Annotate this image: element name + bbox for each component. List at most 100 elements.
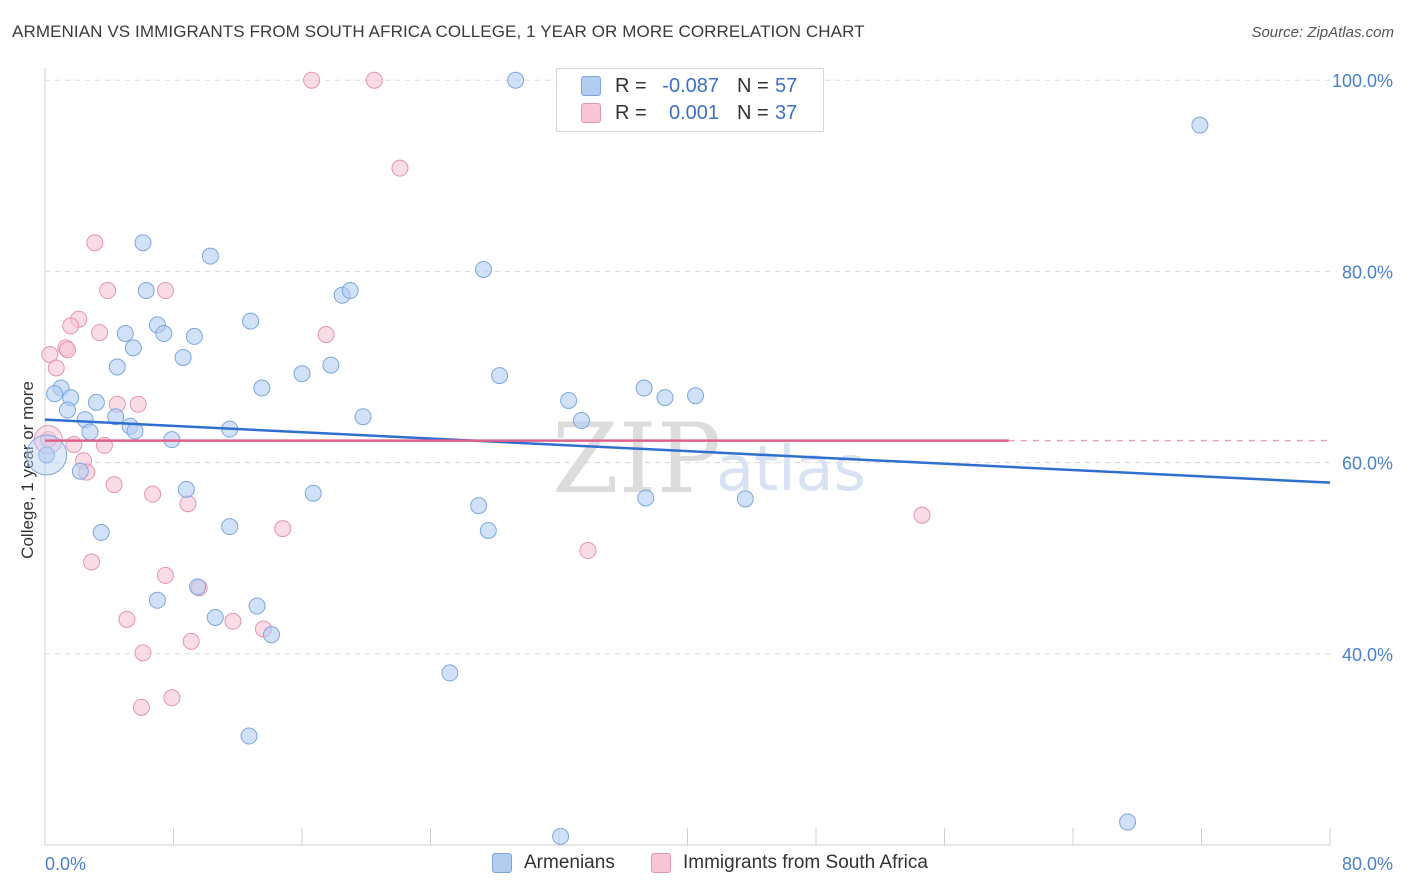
trend-lines — [44, 418, 1331, 484]
data-point — [687, 387, 705, 405]
legend-r-label: R = — [615, 74, 647, 97]
data-point — [253, 379, 271, 397]
y-tick-labels: 40.0% 60.0% 80.0% 100.0% — [1332, 71, 1393, 665]
legend-n-label: N = — [737, 101, 769, 124]
y-tick-label: 60.0% — [1342, 454, 1393, 474]
data-point — [124, 339, 142, 357]
gridlines — [45, 79, 1330, 655]
legend-r-value: -0.087 — [662, 74, 719, 97]
data-point — [156, 282, 174, 300]
data-point — [177, 480, 195, 498]
y-tick-label: 40.0% — [1342, 645, 1393, 665]
data-point — [99, 282, 117, 300]
data-point — [1191, 116, 1209, 134]
legend-swatch-pink — [651, 853, 671, 873]
data-point — [47, 359, 65, 377]
data-point — [58, 401, 76, 419]
data-point — [441, 664, 459, 682]
data-point — [560, 391, 578, 409]
data-point — [365, 71, 383, 89]
data-point — [579, 542, 597, 560]
watermark: ZIP atlas — [552, 403, 866, 515]
data-point — [62, 317, 80, 335]
data-point — [491, 367, 509, 385]
data-point — [656, 389, 674, 407]
y-tick-label: 100.0% — [1332, 71, 1393, 91]
legend-item-armenians: Armenians — [492, 852, 615, 874]
data-point — [134, 234, 152, 252]
legend-n-value: 57 — [775, 74, 798, 97]
data-point — [201, 247, 219, 265]
data-point — [221, 518, 239, 536]
data-point — [38, 446, 56, 464]
data-point — [81, 423, 99, 441]
data-point — [83, 553, 101, 571]
data-point — [65, 435, 83, 453]
data-point — [354, 408, 372, 426]
data-point — [179, 495, 197, 513]
data-point — [144, 485, 162, 503]
data-point — [274, 520, 292, 538]
legend-n-value: 37 — [775, 101, 798, 124]
data-point — [552, 827, 570, 845]
data-point — [248, 597, 266, 615]
data-point — [86, 234, 104, 252]
data-point — [341, 282, 359, 300]
data-point — [108, 358, 126, 376]
data-point — [242, 312, 260, 330]
data-point — [71, 462, 89, 480]
data-point — [182, 632, 200, 650]
legend-swatch-blue — [581, 76, 601, 96]
data-point — [92, 523, 110, 541]
data-point — [87, 393, 105, 411]
series-armenians-points — [26, 71, 1209, 845]
data-point — [635, 379, 653, 397]
y-tick-label: 80.0% — [1342, 262, 1393, 282]
data-point — [189, 578, 207, 596]
data-point — [129, 395, 147, 413]
data-point — [132, 698, 150, 716]
data-point — [322, 356, 340, 374]
legend-n-label: N = — [737, 74, 769, 97]
data-point — [116, 325, 134, 343]
x-tick-label: 80.0% — [1342, 854, 1393, 874]
data-point — [479, 521, 497, 539]
legend-r-label: R = — [615, 101, 647, 124]
data-point — [155, 325, 173, 343]
data-point — [475, 260, 493, 278]
data-point — [185, 327, 203, 345]
legend-label-armenians: Armenians — [524, 852, 615, 873]
data-point — [206, 608, 224, 626]
data-point — [156, 566, 174, 584]
data-point — [572, 412, 590, 430]
data-point — [391, 159, 409, 177]
legend-swatch-blue — [492, 853, 512, 873]
y-axis-label: College, 1 year or more — [18, 381, 37, 559]
data-point — [148, 591, 166, 609]
series-south-africa-points — [33, 71, 931, 716]
data-point — [46, 385, 64, 403]
source-label: Source: ZipAtlas.com — [1251, 24, 1394, 41]
trend-line-armenians — [44, 418, 1331, 484]
legend-item-south-africa: Immigrants from South Africa — [651, 852, 928, 874]
data-point — [637, 489, 655, 507]
data-point — [1119, 813, 1137, 831]
chart-title: ARMENIAN VS IMMIGRANTS FROM SOUTH AFRICA… — [12, 22, 865, 41]
series-legend: Armenians Immigrants from South Africa — [0, 852, 1406, 878]
data-point — [304, 484, 322, 502]
legend-row-south-africa: R = 0.001 N = 37 — [581, 101, 797, 125]
data-point — [107, 408, 125, 426]
data-point — [174, 348, 192, 366]
data-point — [105, 476, 123, 494]
data-point — [317, 325, 335, 343]
data-point — [293, 365, 311, 383]
legend-row-armenians: R = -0.087 N = 57 — [581, 74, 797, 98]
data-point — [163, 689, 181, 707]
data-point — [913, 506, 931, 524]
x-tick-label: 0.0% — [45, 854, 86, 874]
legend-swatch-pink — [581, 103, 601, 123]
data-point — [91, 324, 109, 342]
data-point — [262, 626, 280, 644]
data-point — [507, 71, 525, 89]
